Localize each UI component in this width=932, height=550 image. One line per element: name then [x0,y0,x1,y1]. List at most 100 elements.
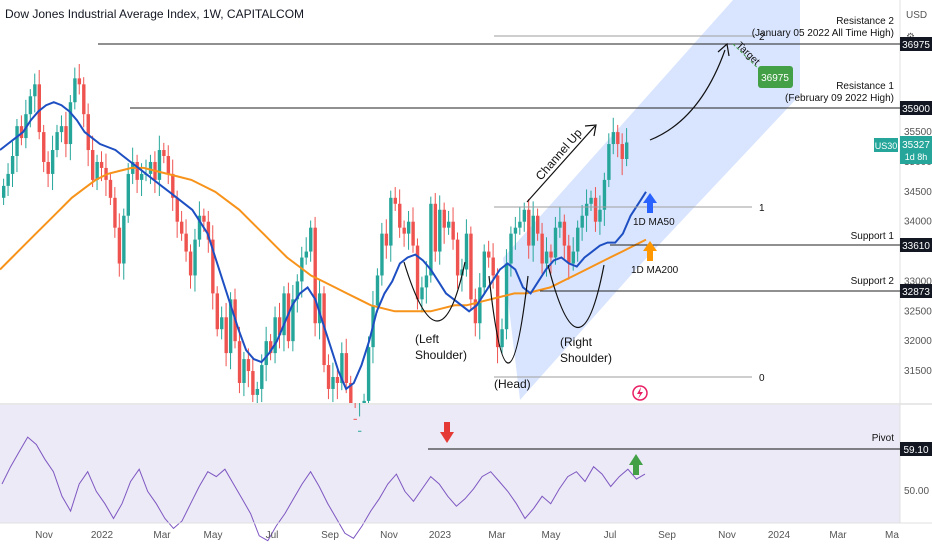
x-tick-label: Jul [266,530,279,541]
candle [264,341,268,366]
candle [607,144,611,180]
candle [184,233,188,252]
candle [171,173,175,198]
fib-1-label: 1 [759,203,765,214]
candle [415,245,420,300]
candle [206,221,211,240]
candle [584,203,589,216]
symbol-tag-label: US30 [875,141,898,151]
candle [402,227,406,234]
price-tick-label: 35500 [904,127,932,138]
fib-2-label: 2 [759,32,765,43]
candle [384,233,389,246]
x-tick-label: Nov [380,530,398,541]
rsi-red-arrow [440,422,454,443]
candle [589,197,593,204]
x-tick-label: 2023 [429,530,452,541]
ma200-line [0,166,647,313]
ma200-arrow [643,241,657,261]
candle [157,150,162,180]
candle [86,114,90,151]
candle [291,299,295,342]
target-tag-value: 36975 [761,73,789,84]
candle [509,233,513,264]
candle [286,293,291,342]
price-tick-label: 33000 [904,276,932,287]
target-tag [758,66,793,88]
candle [255,388,260,395]
x-tick-label: 2022 [91,530,114,541]
x-tick-label: Jul [604,530,617,541]
candle [317,293,322,324]
candle [429,203,433,276]
price-tag-countdown: 1d 8h [905,152,928,162]
resistance-1-sublabel: (February 09 2022 High) [785,93,894,104]
price-tick-label: 32000 [904,336,932,347]
candle [393,197,397,204]
resistance-2-tag-value: 36975 [902,40,930,51]
price-tick-label: 34500 [904,187,932,198]
candle [28,96,33,115]
candle [398,203,402,228]
candle [135,161,139,180]
candle [224,317,228,354]
candle [193,239,197,276]
candle [282,293,286,336]
candle [77,78,82,85]
x-tick-label: May [204,530,223,541]
support-1-tag [900,238,932,252]
x-tick-label: Ma [885,530,899,541]
rsi-tick-50: 50.00 [904,486,929,497]
candle [73,78,77,103]
candle [331,377,335,389]
symbol-tag [874,138,898,152]
candle [447,221,451,228]
candle [228,299,233,354]
resistance-1-tag-value: 35900 [902,104,930,115]
candle [527,209,531,246]
resistance-1-tag [900,101,932,115]
candle [340,353,344,383]
candle [175,197,179,222]
price-tick-label: 32500 [904,306,932,317]
candle [482,251,486,288]
candle [108,179,113,198]
target-measure-line [732,43,771,81]
candle [277,317,282,336]
candle [491,257,495,276]
candle [117,227,122,264]
candle [82,84,86,115]
candle [420,287,424,300]
x-tick-label: Mar [829,530,847,541]
x-tick-label: Mar [153,530,171,541]
lightning-icon[interactable] [632,385,648,401]
candle [15,126,19,156]
ma50-label: 1D MA50 [633,217,675,228]
candle [211,239,215,294]
ma50-line [0,101,647,391]
price-tag [900,136,932,164]
candle [358,430,362,432]
candle [180,221,184,234]
candle [513,227,518,234]
candle [95,161,99,180]
candle [540,233,544,264]
ma200-label: 1D MA200 [631,265,679,276]
candle [42,132,46,162]
candle [309,227,313,252]
candle [473,299,478,324]
x-tick-label: Sep [321,530,339,541]
candle [455,239,460,276]
candle [424,275,429,288]
candle [616,132,620,145]
head-curve [488,275,529,364]
candle [33,84,37,97]
candle [349,382,353,403]
candle [478,287,482,324]
candle [518,221,522,228]
support-1-tag-value: 33610 [902,241,930,252]
price-tick-label: 34000 [904,217,932,228]
resistance-1-label: Resistance 1 [836,81,894,92]
ma50-arrow [643,193,657,213]
